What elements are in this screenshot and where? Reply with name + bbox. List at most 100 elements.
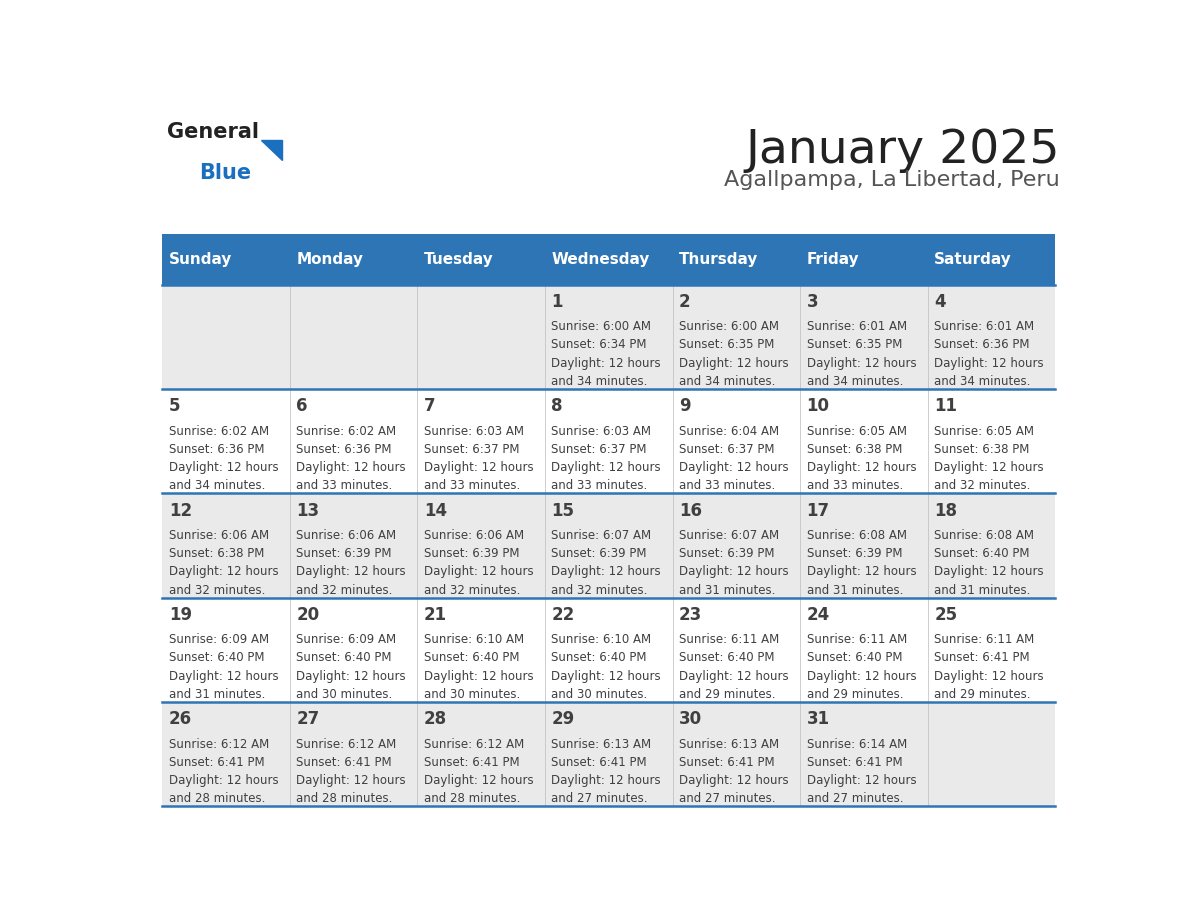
Text: Daylight: 12 hours: Daylight: 12 hours [680,774,789,787]
Text: Sunset: 6:37 PM: Sunset: 6:37 PM [424,442,519,456]
Bar [672,234,801,285]
Text: Daylight: 12 hours: Daylight: 12 hours [296,565,406,578]
Text: Daylight: 12 hours: Daylight: 12 hours [934,565,1044,578]
Text: and 30 minutes.: and 30 minutes. [424,688,520,701]
Text: and 34 minutes.: and 34 minutes. [169,479,265,492]
Text: Sunset: 6:36 PM: Sunset: 6:36 PM [169,442,264,456]
Text: Sunset: 6:39 PM: Sunset: 6:39 PM [807,547,902,560]
Text: Daylight: 12 hours: Daylight: 12 hours [169,774,278,787]
Text: 5: 5 [169,397,181,416]
Text: 13: 13 [296,502,320,520]
Text: Sunset: 6:34 PM: Sunset: 6:34 PM [551,339,647,352]
Text: 23: 23 [680,606,702,624]
Text: Friday: Friday [807,252,859,267]
Text: Agallpampa, La Libertad, Peru: Agallpampa, La Libertad, Peru [725,170,1060,190]
Text: 4: 4 [934,293,946,311]
Text: 12: 12 [169,502,191,520]
Text: Sunrise: 6:06 AM: Sunrise: 6:06 AM [296,529,397,542]
Text: and 28 minutes.: and 28 minutes. [296,792,393,805]
Text: and 33 minutes.: and 33 minutes. [807,479,903,492]
Text: Sunrise: 6:08 AM: Sunrise: 6:08 AM [807,529,906,542]
Bar [163,285,1055,389]
Text: Sunset: 6:41 PM: Sunset: 6:41 PM [424,756,519,768]
Text: 2: 2 [680,293,690,311]
Text: January 2025: January 2025 [746,128,1060,173]
Text: Sunset: 6:40 PM: Sunset: 6:40 PM [680,652,775,665]
Text: 10: 10 [807,397,829,416]
Bar [163,702,1055,806]
Text: Sunset: 6:39 PM: Sunset: 6:39 PM [296,547,392,560]
Text: 18: 18 [934,502,958,520]
Bar [290,234,417,285]
Text: Sunset: 6:40 PM: Sunset: 6:40 PM [296,652,392,665]
Text: and 33 minutes.: and 33 minutes. [296,479,392,492]
Text: Daylight: 12 hours: Daylight: 12 hours [807,670,916,683]
Text: Sunrise: 6:00 AM: Sunrise: 6:00 AM [551,320,651,333]
Text: and 34 minutes.: and 34 minutes. [807,375,903,388]
Text: Sunset: 6:37 PM: Sunset: 6:37 PM [551,442,647,456]
Text: Daylight: 12 hours: Daylight: 12 hours [551,774,661,787]
Text: Sunrise: 6:13 AM: Sunrise: 6:13 AM [551,737,651,751]
Text: Daylight: 12 hours: Daylight: 12 hours [934,670,1044,683]
Text: and 33 minutes.: and 33 minutes. [680,479,776,492]
Text: 17: 17 [807,502,829,520]
Text: and 34 minutes.: and 34 minutes. [934,375,1030,388]
Text: 7: 7 [424,397,436,416]
Text: Sunrise: 6:03 AM: Sunrise: 6:03 AM [424,424,524,438]
Text: and 30 minutes.: and 30 minutes. [296,688,392,701]
Text: Sunrise: 6:00 AM: Sunrise: 6:00 AM [680,320,779,333]
Text: Sunrise: 6:11 AM: Sunrise: 6:11 AM [680,633,779,646]
Text: and 32 minutes.: and 32 minutes. [296,584,393,597]
Text: 16: 16 [680,502,702,520]
Text: 22: 22 [551,606,575,624]
Text: Sunrise: 6:08 AM: Sunrise: 6:08 AM [934,529,1035,542]
Bar [417,234,545,285]
Text: and 31 minutes.: and 31 minutes. [169,688,265,701]
Text: Sunset: 6:37 PM: Sunset: 6:37 PM [680,442,775,456]
Bar [928,234,1055,285]
Text: Sunrise: 6:13 AM: Sunrise: 6:13 AM [680,737,779,751]
Text: and 29 minutes.: and 29 minutes. [934,688,1031,701]
Text: Sunrise: 6:02 AM: Sunrise: 6:02 AM [169,424,268,438]
Text: and 28 minutes.: and 28 minutes. [424,792,520,805]
Text: Sunset: 6:39 PM: Sunset: 6:39 PM [424,547,519,560]
Text: Thursday: Thursday [680,252,758,267]
Text: 19: 19 [169,606,191,624]
Text: Sunset: 6:40 PM: Sunset: 6:40 PM [551,652,647,665]
Text: Daylight: 12 hours: Daylight: 12 hours [807,774,916,787]
Text: Daylight: 12 hours: Daylight: 12 hours [424,565,533,578]
Text: Daylight: 12 hours: Daylight: 12 hours [680,670,789,683]
Text: 8: 8 [551,397,563,416]
Text: and 28 minutes.: and 28 minutes. [169,792,265,805]
Bar [163,493,1055,598]
Text: Daylight: 12 hours: Daylight: 12 hours [551,565,661,578]
Text: Sunset: 6:35 PM: Sunset: 6:35 PM [807,339,902,352]
Text: Sunset: 6:36 PM: Sunset: 6:36 PM [296,442,392,456]
Text: 21: 21 [424,606,447,624]
Text: 29: 29 [551,711,575,728]
Text: Daylight: 12 hours: Daylight: 12 hours [169,461,278,474]
Text: and 27 minutes.: and 27 minutes. [807,792,903,805]
Text: Daylight: 12 hours: Daylight: 12 hours [807,461,916,474]
Text: 11: 11 [934,397,958,416]
Text: Sunday: Sunday [169,252,232,267]
Text: and 29 minutes.: and 29 minutes. [807,688,903,701]
Text: Daylight: 12 hours: Daylight: 12 hours [680,461,789,474]
Text: Daylight: 12 hours: Daylight: 12 hours [296,670,406,683]
Text: Sunset: 6:41 PM: Sunset: 6:41 PM [551,756,647,768]
Text: Daylight: 12 hours: Daylight: 12 hours [424,461,533,474]
Text: 24: 24 [807,606,830,624]
Text: and 32 minutes.: and 32 minutes. [934,479,1030,492]
Text: Sunrise: 6:11 AM: Sunrise: 6:11 AM [934,633,1035,646]
Text: Sunrise: 6:09 AM: Sunrise: 6:09 AM [169,633,268,646]
Text: and 27 minutes.: and 27 minutes. [680,792,776,805]
Text: 20: 20 [296,606,320,624]
Text: Sunrise: 6:07 AM: Sunrise: 6:07 AM [551,529,651,542]
Text: and 29 minutes.: and 29 minutes. [680,688,776,701]
Text: 3: 3 [807,293,819,311]
Text: Sunrise: 6:05 AM: Sunrise: 6:05 AM [807,424,906,438]
Text: Sunset: 6:38 PM: Sunset: 6:38 PM [169,547,264,560]
Text: 15: 15 [551,502,575,520]
Text: Daylight: 12 hours: Daylight: 12 hours [680,357,789,370]
Text: Daylight: 12 hours: Daylight: 12 hours [424,670,533,683]
